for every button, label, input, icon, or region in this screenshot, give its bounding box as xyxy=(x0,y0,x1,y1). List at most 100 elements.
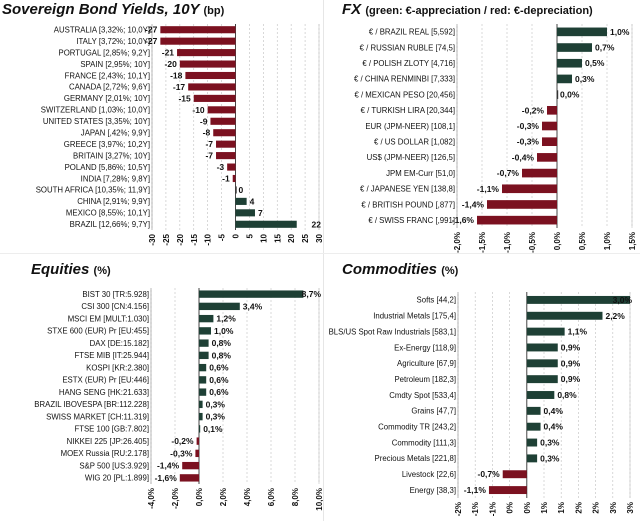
fx-subtitle-text: (green: €-appreciation / red: €-deprecia… xyxy=(365,5,593,17)
bonds-data-label: -20 xyxy=(165,59,178,69)
fx-bar xyxy=(477,215,557,225)
fx-data-label: -1,1% xyxy=(477,184,500,194)
commodities-tick-label: 2% xyxy=(592,502,601,514)
fx-data-label: 1,0% xyxy=(610,27,630,37)
commodities-bar xyxy=(488,486,527,495)
commodities-bar xyxy=(502,470,527,479)
bonds-category-label: FRANCE [2,43%; 10,1Y] xyxy=(65,71,150,80)
equities-bar xyxy=(199,425,201,433)
commodities-bar xyxy=(526,391,555,399)
fx-panel-title: FX (green: €-appreciation / red: €-depre… xyxy=(342,1,593,18)
fx-chart: -2,0% -1,5% -1,0% -0,5% 0,0% 0,5% 1,0% 1,5% € / … xyxy=(354,24,637,253)
equities-category-label: KOSPI [KR:2.380] xyxy=(86,363,149,372)
commodities-bar xyxy=(526,343,558,352)
commodities-tick-label: -1% xyxy=(471,502,480,516)
fx-data-label: 0,7% xyxy=(595,43,615,53)
bonds-tick-label: -25 xyxy=(162,233,171,245)
equities-bar xyxy=(199,339,209,347)
fx-category-label: € / RUSSIAN RUBLE [74,5] xyxy=(360,43,455,52)
equities-category-label: MOEX Russia [RU:2.178] xyxy=(61,449,149,458)
bonds-data-label: -21 xyxy=(162,48,175,58)
bonds-bar xyxy=(216,140,236,148)
bonds-data-label: 0 xyxy=(239,185,244,195)
fx-bar xyxy=(487,200,557,209)
bonds-bar xyxy=(213,129,236,137)
equities-category-label: NIKKEI 225 [JP:26.405] xyxy=(67,437,149,446)
fx-data-label: -0,4% xyxy=(512,152,535,162)
fx-bar xyxy=(557,90,559,99)
equities-data-label: 0,6% xyxy=(209,363,229,373)
fx-category-label: € / BRAZIL REAL [5,592] xyxy=(369,28,455,37)
fx-tick-label: 1,0% xyxy=(603,232,612,250)
bonds-bar xyxy=(179,60,236,68)
bonds-data-label: -8 xyxy=(203,128,211,138)
bonds-tick-label: 0 xyxy=(232,233,241,238)
commodities-data-label: 0,4% xyxy=(544,406,564,416)
equities-data-label: 0,8% xyxy=(212,350,232,360)
commodities-data-label: -0,7% xyxy=(478,469,501,479)
fx-bar xyxy=(502,184,557,194)
commodities-tick-label: 2% xyxy=(574,502,583,514)
fx-tick-label: 0,0% xyxy=(553,232,562,250)
commodities-panel-title: Commodities (%) xyxy=(342,261,458,278)
bonds-category-label: UNITED STATES [3,35%; 10Y] xyxy=(43,117,150,126)
commodities-subtitle-text: (%) xyxy=(441,265,459,277)
equities-category-label: FTSE MIB [IT:25.944] xyxy=(74,351,149,360)
fx-tick-label: -1,5% xyxy=(478,232,487,253)
equities-data-label: 3,4% xyxy=(243,301,263,311)
commodities-category-label: Petroleum [182,3] xyxy=(394,375,456,384)
bonds-category-label: PORTUGAL [2,85%; 9,2Y] xyxy=(59,48,150,57)
commodities-bar xyxy=(526,406,541,415)
equities-bar xyxy=(179,474,199,482)
fx-data-label: -0,2% xyxy=(522,105,545,115)
bonds-category-label: MEXICO [8,55%; 10,1Y] xyxy=(66,209,150,218)
bonds-category-label: BRAZIL [12,66%; 9,7Y] xyxy=(70,220,150,229)
bonds-category-label: POLAND [5,86%; 10,5Y] xyxy=(65,163,150,172)
bonds-category-label: BRITAIN [3,27%; 10Y] xyxy=(73,151,150,160)
panel-divider-horizontal xyxy=(0,253,640,254)
equities-bar xyxy=(199,351,209,360)
fx-category-label: EUR (JPM-NEER) [108,1] xyxy=(365,122,455,131)
equities-bar xyxy=(195,449,199,458)
bonds-data-label: -9 xyxy=(200,116,208,126)
bonds-bar xyxy=(235,209,255,217)
equities-bar xyxy=(199,302,240,311)
bonds-bar xyxy=(188,83,236,91)
equities-tick-label: 8,0% xyxy=(291,488,300,506)
commodities-data-label: 0,3% xyxy=(540,453,560,463)
equities-data-label: -0,2% xyxy=(171,436,194,446)
fx-bar xyxy=(537,153,557,162)
fx-category-label: € / MEXICAN PESO [20,456] xyxy=(354,90,455,99)
equities-category-label: BIST 30 [TR:5.928] xyxy=(82,290,149,299)
bonds-bar xyxy=(235,197,247,205)
bonds-category-label: CANADA [2,72%; 9,6Y] xyxy=(69,83,150,92)
equities-tick-label: -2,0% xyxy=(171,488,180,509)
bonds-bar xyxy=(177,49,236,57)
commodities-bar xyxy=(526,422,541,431)
equities-bar xyxy=(199,314,214,323)
fx-bar xyxy=(557,43,592,52)
equities-data-label: 8,7% xyxy=(302,289,322,299)
bonds-data-label: 7 xyxy=(258,208,263,218)
bonds-bar xyxy=(216,152,236,160)
commodities-data-label: 0,8% xyxy=(557,390,577,400)
bonds-data-label: -15 xyxy=(178,93,191,103)
commodities-category-label: Cmdty Spot [533,4] xyxy=(389,391,456,400)
equities-category-label: BRAZIL IBOVESPA [BR:112.228] xyxy=(34,400,149,409)
commodities-data-label: 1,1% xyxy=(568,327,588,337)
commodities-bar xyxy=(526,295,630,304)
equities-bar xyxy=(196,437,199,445)
bonds-bar xyxy=(235,220,297,228)
fx-category-label: US$ (JPM-NEER) [126,5] xyxy=(367,153,455,162)
bonds-data-label: 22 xyxy=(312,219,322,229)
equities-data-label: 0,3% xyxy=(206,412,226,422)
commodities-tick-label: 0% xyxy=(523,502,532,514)
bonds-category-label: GERMANY [2,01%; 10Y] xyxy=(64,94,150,103)
equities-tick-label: 4,0% xyxy=(243,488,252,506)
bonds-category-label: SPAIN [2,95%; 10Y] xyxy=(80,60,150,69)
fx-category-label: € / TURKISH LIRA [20,344] xyxy=(361,106,455,115)
equities-category-label: DAX [DE:15.182] xyxy=(90,339,149,348)
commodities-tick-label: 0% xyxy=(506,502,515,514)
bonds-bar xyxy=(193,94,236,102)
commodities-bar xyxy=(526,375,558,384)
